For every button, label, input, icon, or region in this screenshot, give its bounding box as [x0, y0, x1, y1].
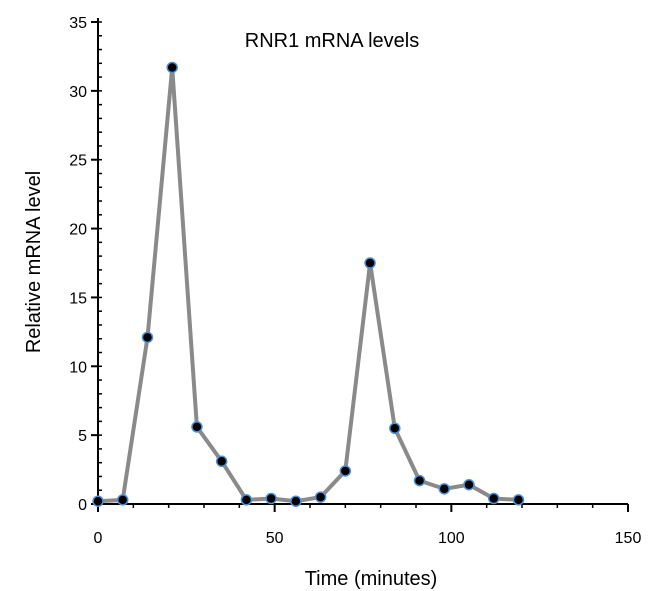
data-point	[191, 421, 203, 433]
y-axis: 0 5 10 15 20 25 30 35	[69, 15, 102, 514]
y-tick-label: 20	[69, 222, 87, 239]
data-point	[314, 491, 327, 503]
x-tick-label: 150	[615, 530, 642, 547]
y-tick-label: 0	[78, 497, 87, 514]
data-point	[463, 478, 475, 491]
data-point	[240, 494, 253, 506]
data-point	[215, 455, 228, 468]
data-point	[290, 495, 302, 507]
y-tick-label: 5	[78, 428, 87, 445]
x-tick-label: 100	[438, 530, 465, 547]
y-tick-label: 15	[69, 290, 87, 307]
data-point	[364, 257, 376, 269]
data-point	[413, 474, 426, 487]
data-point	[339, 465, 352, 477]
x-tick-label: 50	[266, 530, 284, 547]
y-tick-label: 35	[69, 15, 87, 32]
series-rnr1	[92, 61, 525, 507]
y-tick-label: 30	[69, 84, 87, 101]
data-point	[166, 61, 178, 74]
data-point	[141, 331, 154, 344]
data-point	[512, 494, 525, 506]
data-point	[92, 495, 104, 507]
x-tick-label: 0	[94, 530, 103, 547]
y-tick-label: 10	[69, 359, 87, 376]
data-point	[389, 422, 401, 435]
x-axis: 0 50 100 150	[94, 503, 642, 547]
series-line	[96, 65, 521, 504]
chart-title: RNR1 mRNA levels	[245, 30, 419, 52]
data-point	[487, 492, 500, 505]
data-point	[265, 492, 277, 505]
x-axis-title: Time (minutes)	[305, 568, 438, 590]
data-point	[116, 494, 129, 506]
y-tick-label: 25	[69, 153, 87, 170]
y-axis-title: Relative mRNA level	[23, 171, 45, 353]
data-point	[438, 483, 451, 495]
